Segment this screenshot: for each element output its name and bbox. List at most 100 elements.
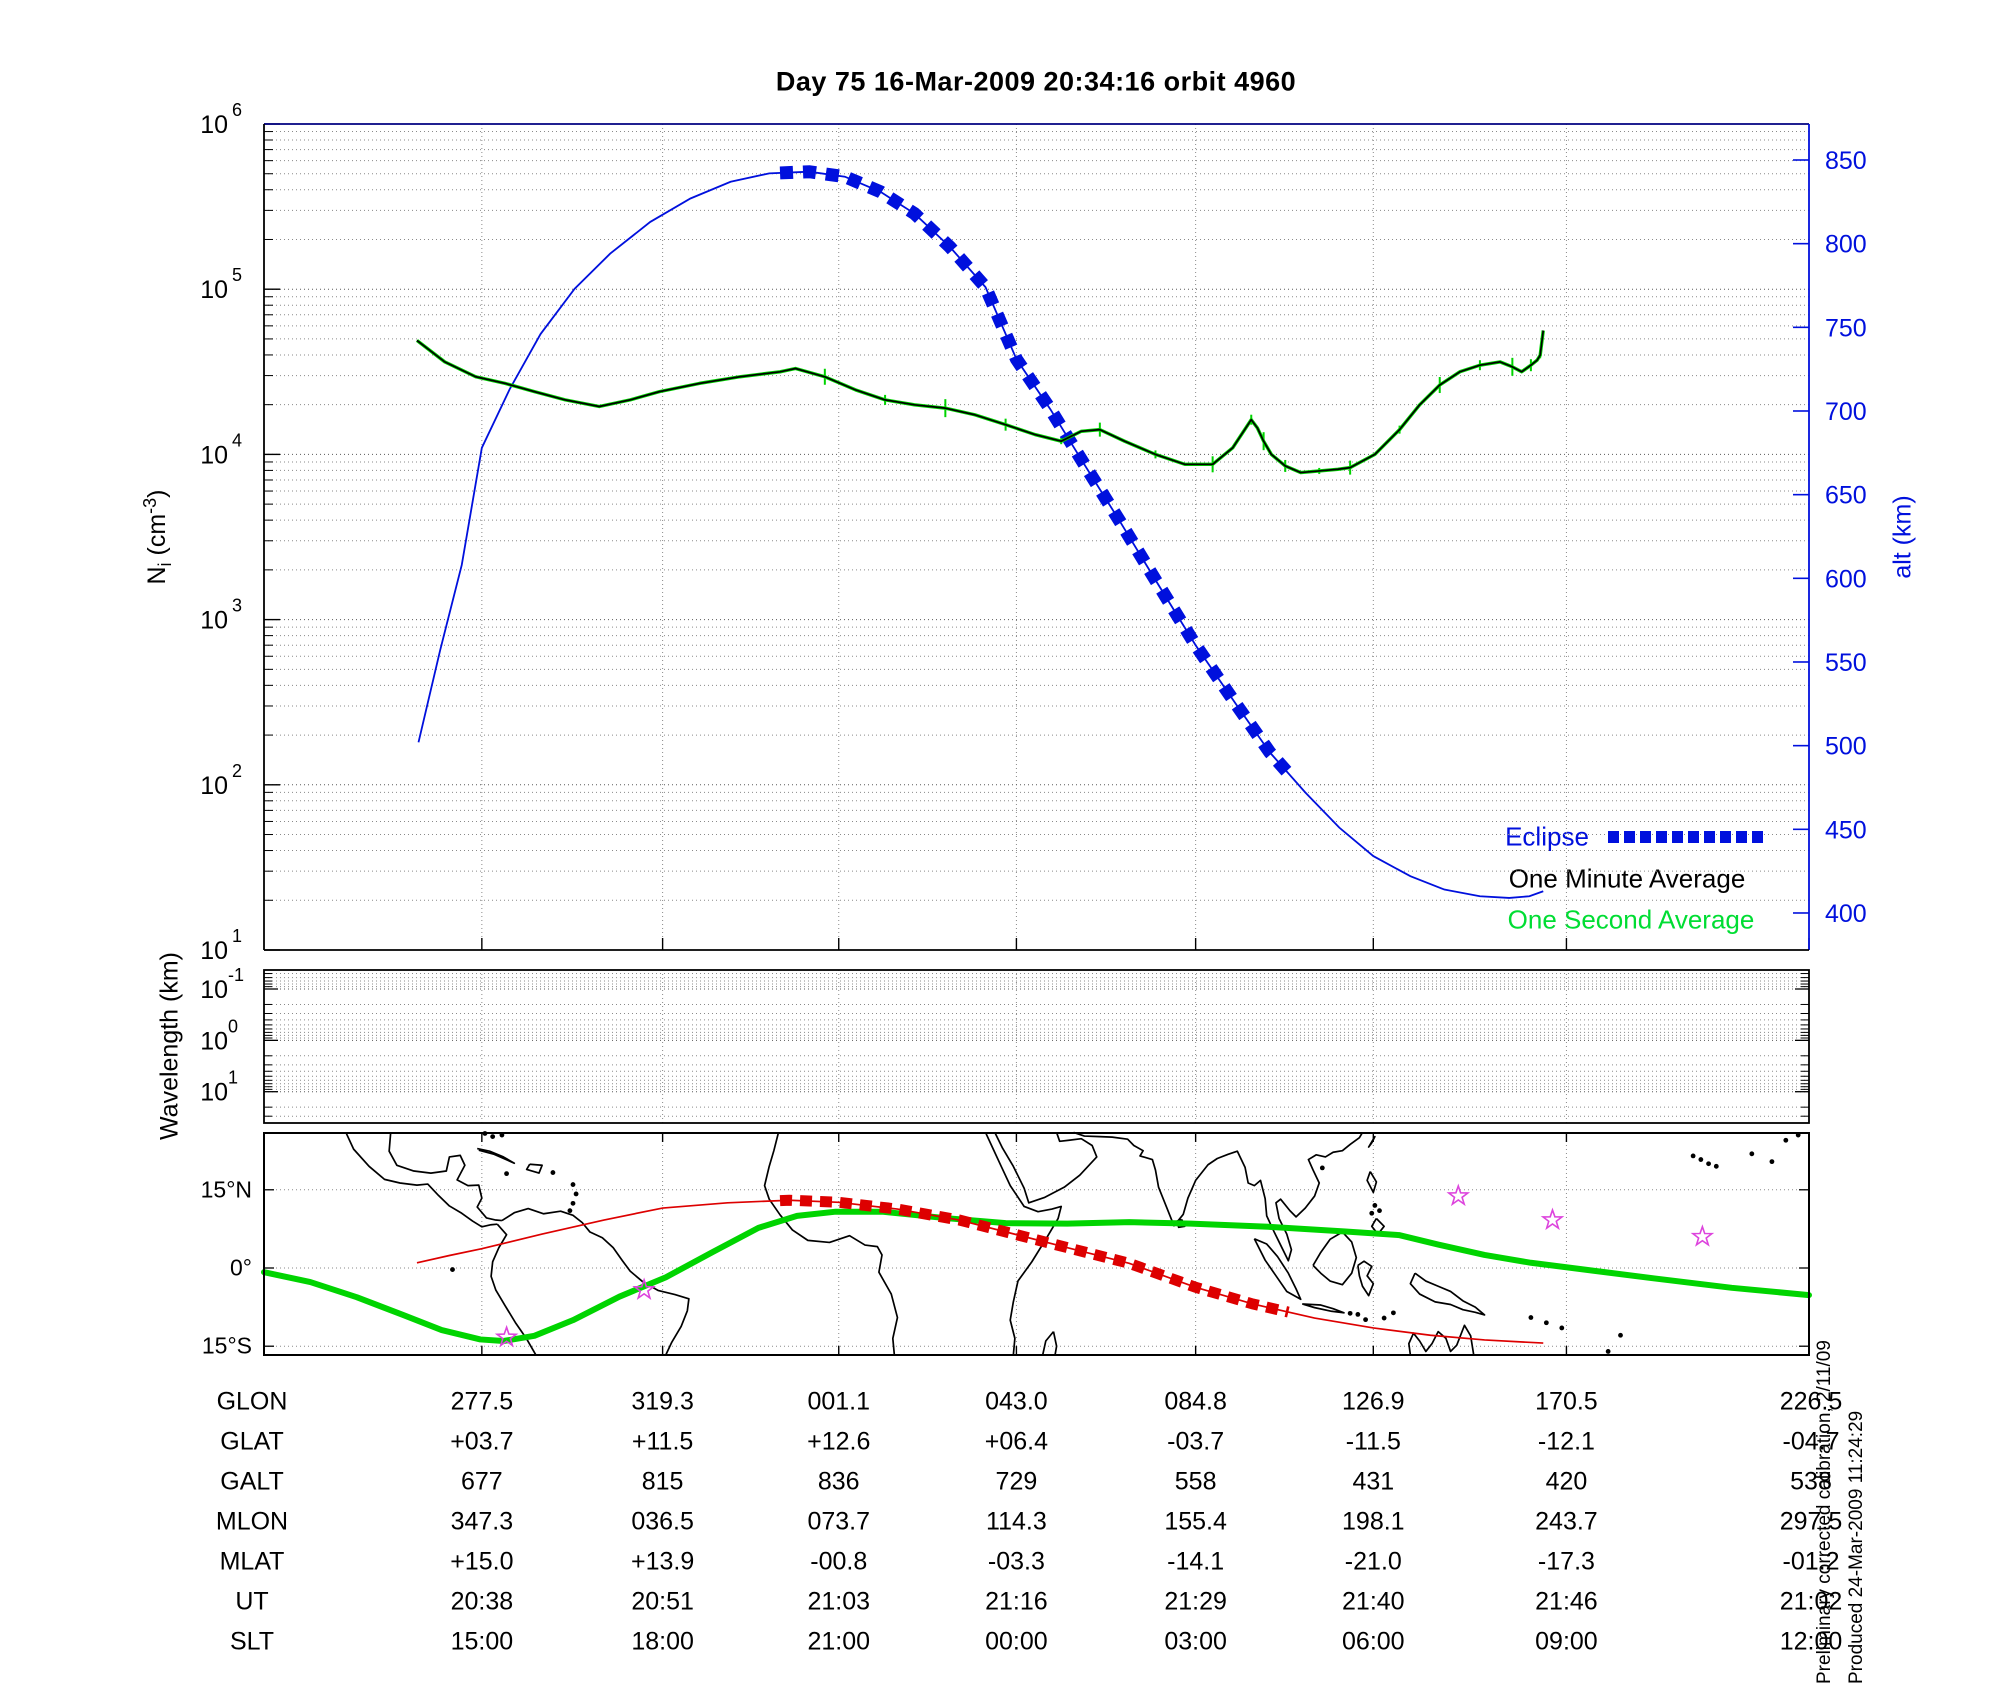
alt-tick-700: 700 [1825,398,1867,426]
table-row-label-glat: GLAT [220,1427,284,1456]
y1-tick-exp: 6 [232,100,242,120]
galt-value-1: 815 [641,1467,684,1496]
ut-value-3: 21:16 [985,1587,1048,1616]
glon-value-7: 226.5 [1779,1387,1843,1416]
slt-value-1: 18:00 [631,1627,694,1656]
alt-tick-750: 750 [1825,314,1867,342]
station-star [1446,1183,1471,1207]
mlat-value-6: -17.3 [1537,1547,1595,1576]
alt-tick-800: 800 [1825,231,1867,259]
slt-value-7: 12:00 [1779,1627,1843,1656]
glat-value-0: +03.7 [450,1427,514,1456]
station-star [494,1324,519,1348]
y2-tick-10e-1: 10 [200,976,228,1004]
y1-tick-exp: 2 [232,761,242,781]
slt-value-5: 06:00 [1342,1627,1405,1656]
y1-tick-10e3: 10 [200,607,228,635]
mlon-value-5: 198.1 [1342,1507,1405,1536]
galt-value-2: 836 [817,1467,860,1496]
table-row-label-glon: GLON [216,1387,288,1416]
y1-tick-10e5: 10 [200,276,228,304]
alt-tick-550: 550 [1825,649,1867,677]
mlon-value-2: 073.7 [807,1507,871,1536]
station-star [632,1277,656,1300]
glon-value-4: 084.8 [1164,1387,1227,1416]
ut-value-7: 21:02 [1779,1587,1843,1616]
y2-tick-10e1: 10 [200,1079,228,1107]
y2-tick-10e0: 10 [200,1027,228,1055]
glat-value-1: +11.5 [631,1427,694,1456]
station-star [1690,1224,1715,1247]
alt-tick-600: 600 [1825,565,1867,593]
mlon-value-7: 297.5 [1779,1507,1843,1536]
map-lat-label-15S: 15°S [201,1332,252,1359]
mlon-value-6: 243.7 [1535,1507,1598,1536]
alt-tick-400: 400 [1825,900,1867,928]
y1-tick-10e2: 10 [200,772,228,800]
galt-value-0: 677 [460,1467,503,1496]
mlat-value-2: -00.8 [810,1547,868,1576]
y1-tick-10e6: 10 [200,111,228,139]
slt-value-0: 15:00 [450,1627,514,1656]
mlat-value-4: -14.1 [1167,1547,1225,1576]
table-row-label-mlon: MLON [215,1507,289,1536]
glon-value-2: 001.1 [807,1387,871,1416]
slt-value-3: 00:00 [985,1627,1048,1656]
y1-tick-10e4: 10 [200,441,228,469]
table-row-label-galt: GALT [220,1467,284,1496]
slt-value-6: 09:00 [1535,1627,1598,1656]
mlat-value-3: -03.3 [987,1547,1045,1576]
y1-tick-exp: 1 [232,926,242,946]
table-row-label-ut: UT [235,1587,269,1616]
mlon-value-1: 036.5 [631,1507,694,1536]
legend-eclipse-label: Eclipse [1505,821,1589,852]
map-lat-label-0: 0° [230,1254,252,1281]
galt-value-3: 729 [995,1467,1038,1496]
y2-tick-exp: 1 [228,1068,238,1088]
alt-tick-850: 850 [1825,147,1867,175]
glat-value-7: -04.7 [1782,1427,1840,1456]
y1-tick-10e1: 10 [200,937,228,965]
mlon-value-0: 347.3 [450,1507,514,1536]
ut-value-1: 20:51 [631,1587,694,1616]
glat-value-4: -03.7 [1167,1427,1225,1456]
y1-tick-exp: 3 [232,596,242,616]
y1-tick-exp: 5 [232,265,242,285]
glon-value-3: 043.0 [985,1387,1048,1416]
slt-value-4: 03:00 [1164,1627,1227,1656]
alt-tick-500: 500 [1825,733,1867,761]
mlat-value-7: -01.2 [1782,1547,1840,1576]
glat-value-6: -12.1 [1537,1427,1595,1456]
ut-value-6: 21:46 [1535,1587,1598,1616]
mlat-value-5: -21.0 [1344,1547,1402,1576]
galt-value-7: 538 [1790,1467,1832,1496]
table-row-label-mlat: MLAT [219,1547,285,1576]
legend-one-minute-label: One Minute Average [1508,863,1746,894]
glat-value-3: +06.4 [984,1427,1049,1456]
ut-value-5: 21:40 [1342,1587,1405,1616]
galt-value-5: 431 [1352,1467,1395,1496]
table-row-label-slt: SLT [230,1627,274,1656]
galt-value-6: 420 [1545,1467,1588,1496]
y2-tick-exp: -1 [228,965,244,985]
glat-value-5: -11.5 [1345,1427,1401,1456]
map-lat-label-15N: 15°N [200,1176,252,1203]
plot-title: Day 75 16-Mar-2009 20:34:16 orbit 4960 [775,66,1297,97]
mlon-value-3: 114.3 [986,1507,1047,1536]
mlat-value-1: +13.9 [630,1547,695,1576]
glat-value-2: +12.6 [807,1427,871,1456]
galt-value-4: 558 [1174,1467,1217,1496]
y1-tick-exp: 4 [232,430,242,450]
mlat-value-0: +15.0 [450,1547,514,1576]
glon-value-5: 126.9 [1342,1387,1405,1416]
glon-value-0: 277.5 [450,1387,514,1416]
alt-tick-450: 450 [1825,816,1867,844]
alt-tick-650: 650 [1825,482,1867,510]
ut-value-0: 20:38 [450,1587,514,1616]
ut-value-2: 21:03 [807,1587,871,1616]
slt-value-2: 21:00 [807,1627,871,1656]
glon-value-1: 319.3 [631,1387,694,1416]
legend-one-second-label: One Second Average [1507,904,1755,935]
